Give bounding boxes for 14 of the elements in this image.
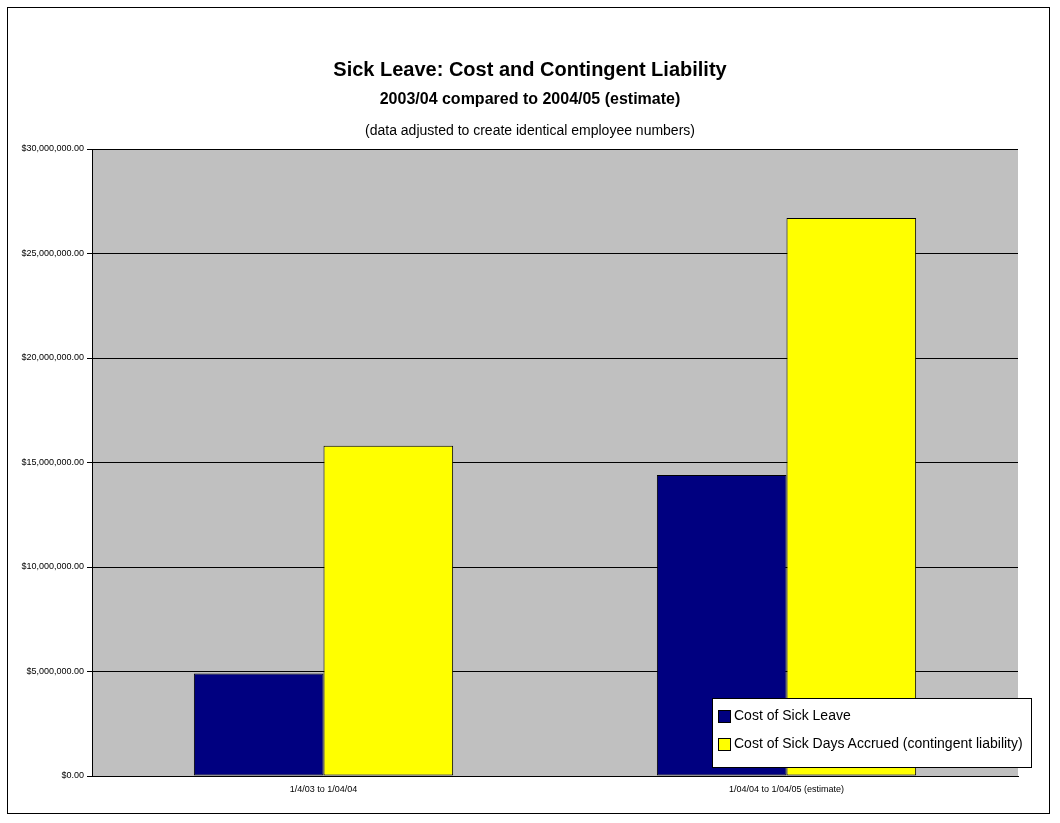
y-tick-label: $5,000,000.00 — [26, 665, 84, 676]
legend-label: Cost of Sick Days Accrued (contingent liability) — [734, 735, 1023, 751]
chart-title: Sick Leave: Cost and Contingent Liability — [332, 58, 728, 81]
y-tick-label: $10,000,000.00 — [21, 561, 84, 572]
chart-subtitle: 2003/04 compared to 2004/05 (estimate) — [378, 90, 682, 108]
legend-label: Cost of Sick Leave — [734, 707, 851, 723]
y-tick-label: $20,000,000.00 — [21, 352, 84, 363]
y-tick-label: $15,000,000.00 — [21, 456, 84, 467]
x-tick-label: 1/4/03 to 1/04/04 — [289, 783, 358, 794]
y-tick-label: $0.00 — [61, 770, 84, 781]
y-tick-label: $30,000,000.00 — [21, 143, 84, 154]
text: (data adjusted to create identical employee numbers) — [364, 122, 696, 138]
x-tick-label: 1/04/04 to 1/04/05 (estimate) — [728, 783, 845, 794]
y-tick-label: $25,000,000.00 — [21, 247, 84, 258]
